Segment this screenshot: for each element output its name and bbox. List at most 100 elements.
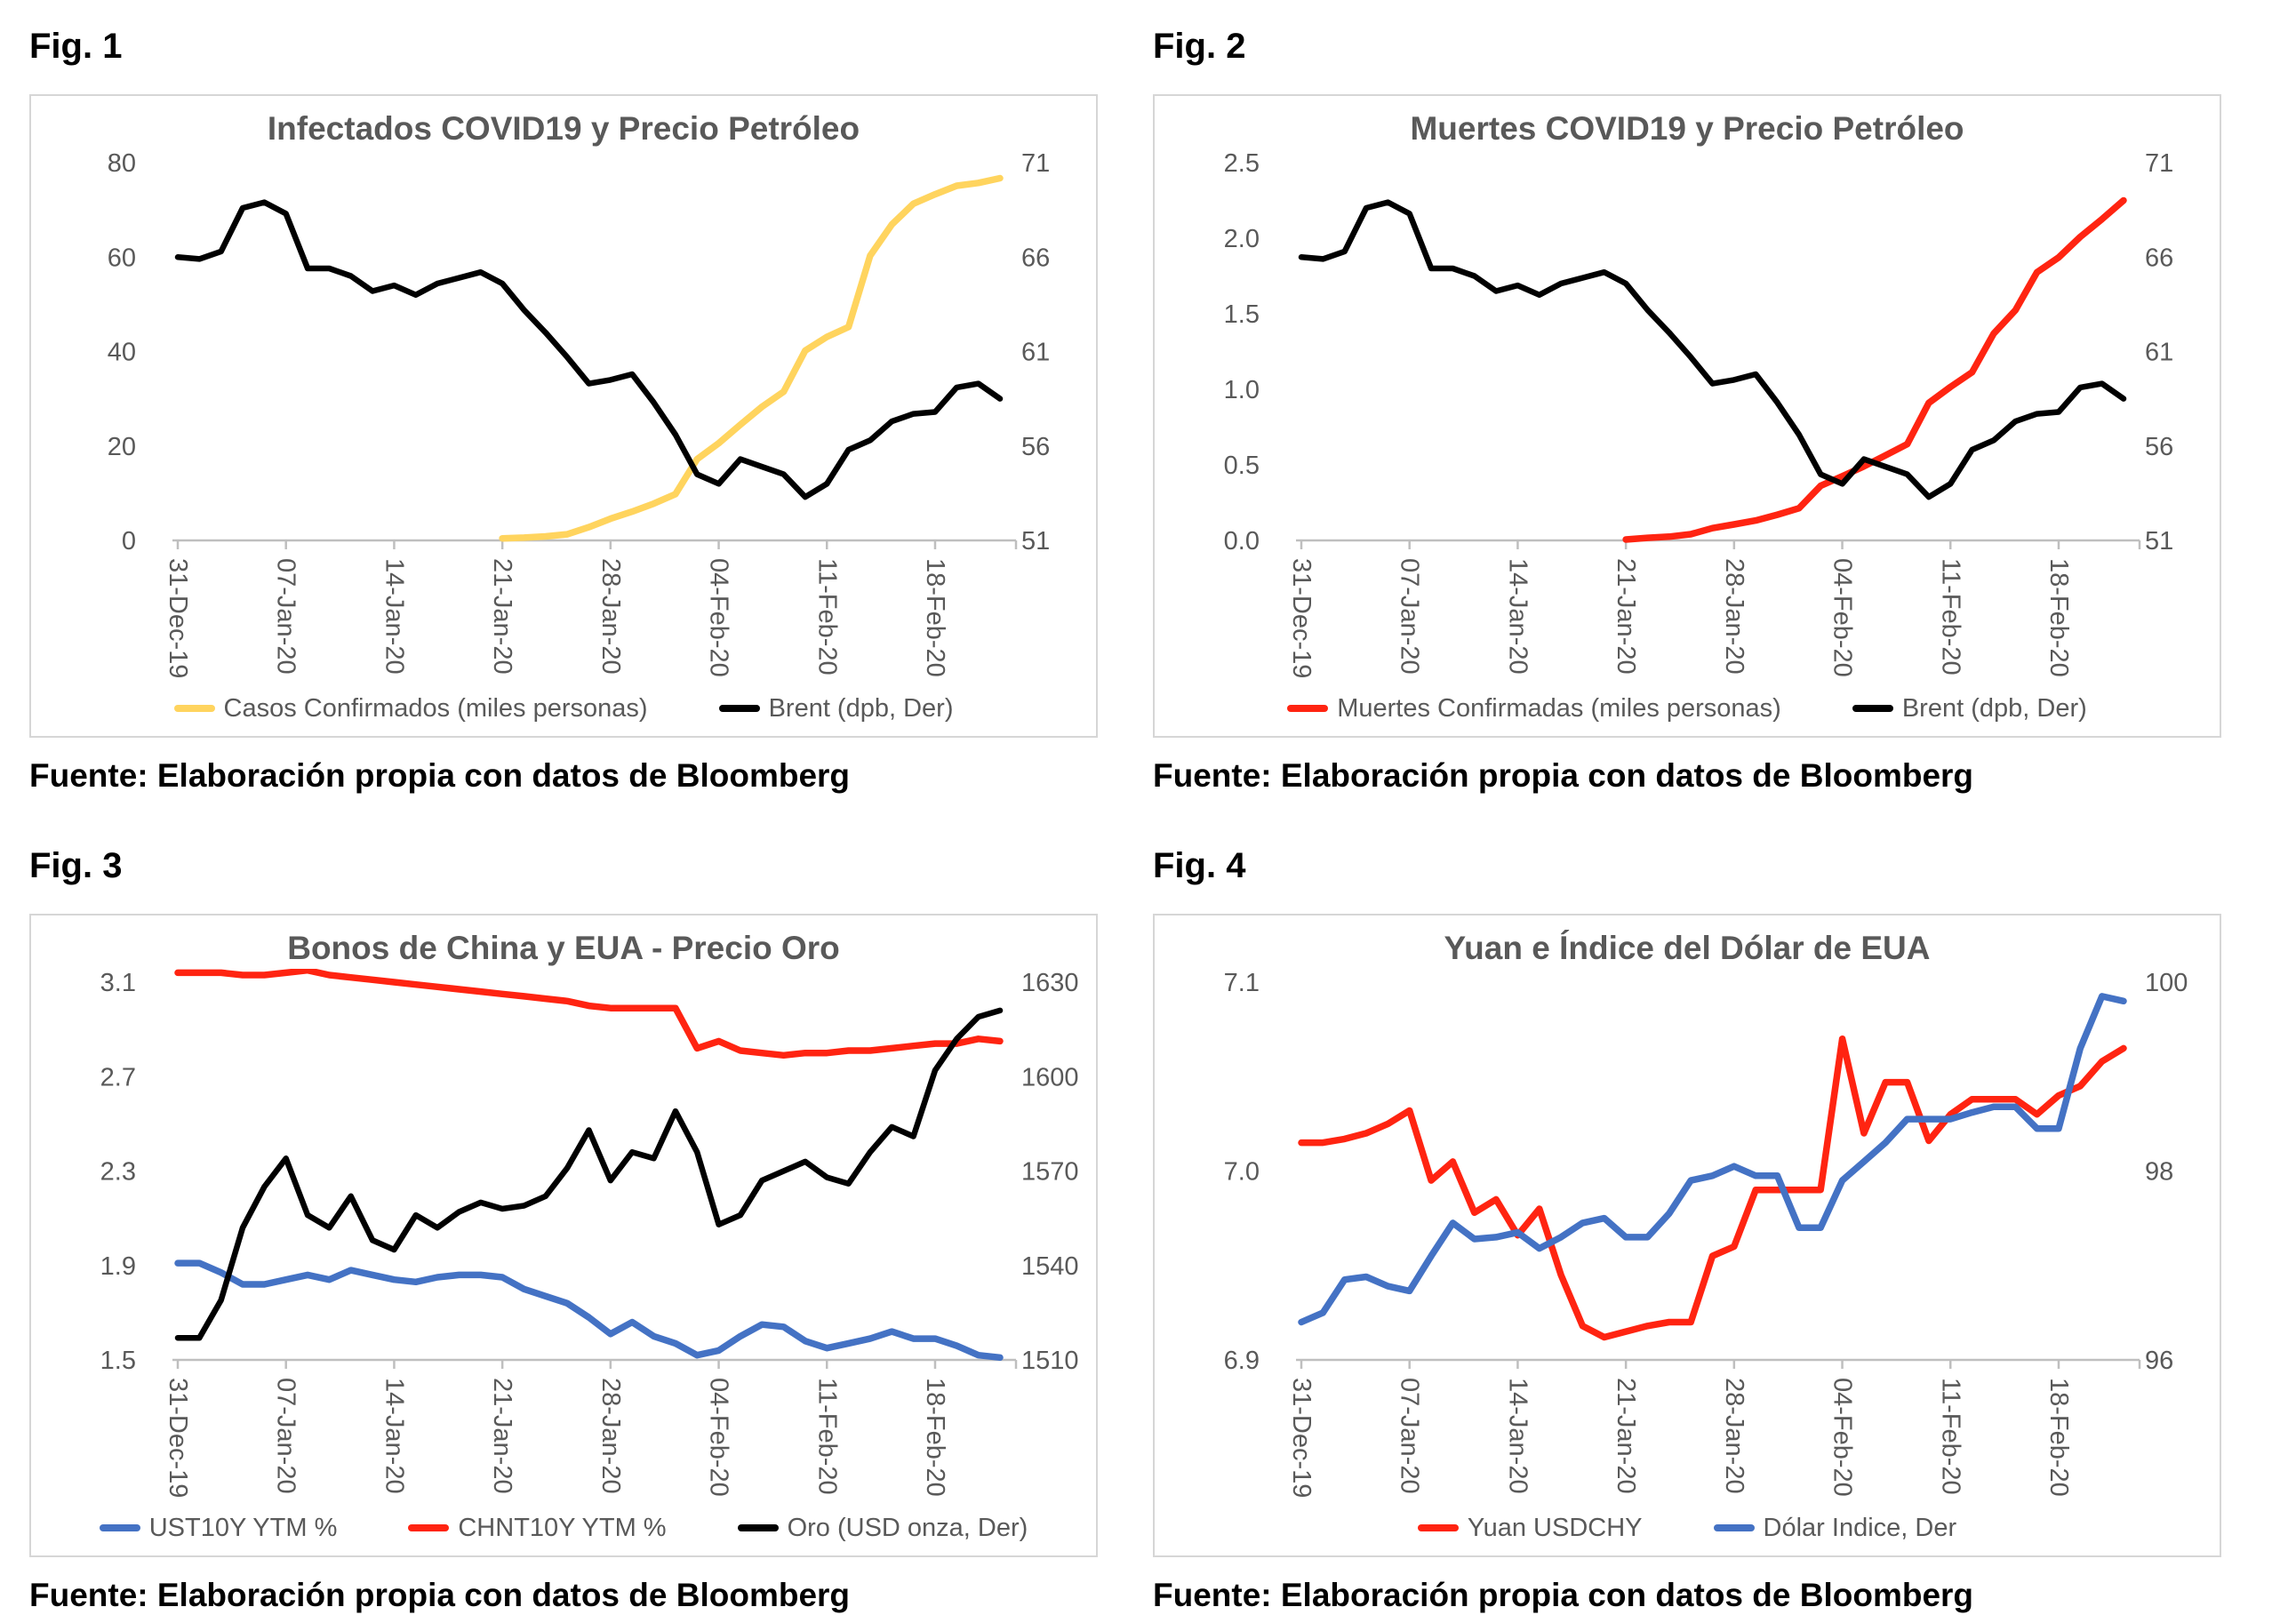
figure-2-label: Fig. 2: [1153, 27, 1246, 66]
right-axis-label: 1630: [1021, 969, 1079, 997]
x-axis-label: 04-Feb-20: [1828, 558, 1857, 677]
series-line-ust10y-ytm: [174, 1259, 1004, 1362]
x-axis-label: 21-Jan-20: [1612, 558, 1640, 675]
x-axis-label: 28-Jan-20: [1720, 1378, 1748, 1494]
right-axis-label: 66: [1021, 244, 1050, 272]
legend-label: Oro (USD onza, Der): [787, 1513, 1028, 1542]
figure-4-source-note: Fuente: Elaboración propia con datos de …: [1153, 1577, 1974, 1613]
left-axis-label: 2.5: [1224, 149, 1260, 178]
figure-2-chart-title: Muertes COVID19 y Precio Petróleo: [1410, 110, 1964, 147]
figure-2-plot-area: 0.0 0.5 1.0 1.5 2.0 2.5 51 56 61 66 71 31-Dec-19 07-…: [1224, 149, 2174, 678]
legend-line-swatch: [1852, 705, 1893, 712]
x-axis-label: 04-Feb-20: [1828, 1378, 1857, 1497]
legend-line-swatch: [1287, 705, 1329, 712]
x-axis-label: 11-Feb-20: [812, 1378, 841, 1495]
x-axis-label: 14-Jan-20: [380, 558, 408, 675]
legend-item-casos-confirmados-miles-personas: Casos Confirmados (miles personas): [173, 693, 648, 724]
figure-3-label: Fig. 3: [29, 846, 123, 885]
right-axis-label: 71: [2145, 149, 2173, 178]
figure-4-legend: Yuan USDCHY Dólar Indice, Der: [1155, 1502, 2220, 1554]
right-axis-label: 71: [1021, 149, 1050, 178]
x-axis-label: 18-Feb-20: [921, 558, 949, 677]
right-axis-label: 1540: [1021, 1252, 1079, 1281]
left-axis-label: 40: [108, 339, 136, 367]
series-line-brent-dpb-der: [174, 199, 1004, 500]
left-axis-label: 7.0: [1224, 1158, 1260, 1187]
x-axis-label: 11-Feb-20: [1936, 1378, 1964, 1495]
legend-item-brent-dpb-der: Brent (dpb, Der): [718, 694, 953, 724]
x-axis-label: 28-Jan-20: [596, 558, 625, 675]
right-axis-label: 61: [2145, 339, 2173, 367]
right-axis-label: 1510: [1021, 1347, 1079, 1375]
figure-3-source-note: Fuente: Elaboración propia con datos de …: [29, 1577, 851, 1613]
x-axis-label: 28-Jan-20: [1720, 558, 1748, 675]
legend-line-swatch: [718, 705, 760, 712]
left-axis-label: 1.0: [1224, 376, 1260, 404]
series-line-casos-confirmados-miles-personas: [499, 174, 1004, 542]
left-axis-label: 0: [122, 527, 136, 556]
legend-label: CHNT10Y YTM %: [458, 1513, 667, 1542]
right-axis-label: 51: [2145, 527, 2173, 556]
x-axis-label: 04-Feb-20: [705, 1378, 733, 1497]
x-axis-label: 07-Jan-20: [272, 558, 300, 675]
legend-item-yuan-usdchy: Yuan USDCHY: [1417, 1513, 1643, 1543]
figure-3: Fig. 3 Bonos de China y EUA - Precio Oro…: [29, 843, 1098, 1614]
figure-1-plot-area: 0 20 40 60 80 51 56 61 66 71 31-Dec-19 07-Jan-20 14-…: [108, 149, 1051, 678]
legend-label: Brent (dpb, Der): [1901, 693, 2087, 723]
left-axis-label: 3.1: [100, 969, 136, 997]
left-axis-label: 80: [108, 149, 136, 178]
left-axis-label: 0.0: [1224, 527, 1260, 556]
left-axis-label: 1.5: [100, 1347, 136, 1375]
figure-3-legend: UST10Y YTM % CHNT10Y YTM % Oro (USD onza, …: [31, 1502, 1096, 1554]
legend-line-swatch: [408, 1524, 450, 1531]
legend-label: Casos Confirmados (miles personas): [223, 693, 648, 723]
legend-line-swatch: [99, 1524, 140, 1531]
x-axis-label: 04-Feb-20: [705, 558, 733, 677]
right-axis-label: 1570: [1021, 1158, 1079, 1187]
x-axis-label: 14-Jan-20: [1503, 558, 1532, 675]
figure-1-legend: Casos Confirmados (miles personas) Brent …: [31, 683, 1096, 734]
figure-1: Fig. 1 Infectados COVID19 y Precio Petró…: [29, 23, 1098, 795]
x-axis-label: 07-Jan-20: [1396, 558, 1424, 675]
figure-1-source-note: Fuente: Elaboración propia con datos de …: [29, 757, 851, 794]
figure-2-chart-box: Muertes COVID19 y Precio Petróleo 0.0 0.5…: [1153, 94, 2221, 738]
left-axis-label: 2.0: [1224, 225, 1260, 253]
figure-1-label: Fig. 1: [29, 27, 123, 66]
x-axis-label: 31-Dec-19: [164, 558, 192, 678]
x-axis-label: 07-Jan-20: [1396, 1378, 1424, 1494]
legend-label: Yuan USDCHY: [1467, 1513, 1643, 1542]
series-line-oro-usd-onza-der: [174, 1007, 1004, 1341]
figure-3-plot-area: 1.5 1.9 2.3 2.7 3.1 1510 1540 1570 1600 1630 31-De…: [100, 969, 1079, 1498]
series-line-d-lar-indice-der: [1298, 993, 2127, 1326]
right-axis-label: 51: [1021, 527, 1050, 556]
left-axis-label: 1.9: [100, 1252, 136, 1281]
figure-3-chart-box: Bonos de China y EUA - Precio Oro 1.5 1.9…: [29, 914, 1098, 1557]
figure-2-legend: Muertes Confirmadas (miles personas) Bren…: [1155, 683, 2220, 734]
right-axis-label: 100: [2145, 969, 2188, 997]
figure-2-source-note: Fuente: Elaboración propia con datos de …: [1153, 757, 1974, 794]
legend-line-swatch: [1713, 1524, 1755, 1531]
x-axis-label: 11-Feb-20: [812, 558, 841, 676]
right-axis-label: 66: [2145, 244, 2173, 272]
figure-4-plot-area: 6.9 7.0 7.1 96 98 100 31-Dec-19 07-Jan-20 14-Jan…: [1224, 969, 2188, 1498]
figure-2: Fig. 2 Muertes COVID19 y Precio Petróleo…: [1153, 23, 2221, 795]
x-axis-label: 31-Dec-19: [164, 1378, 192, 1498]
series-line-chnt10y-ytm: [174, 969, 1004, 1059]
x-axis-label: 21-Jan-20: [488, 1378, 516, 1494]
figure-1-chart-box: Infectados COVID19 y Precio Petróleo 0 20…: [29, 94, 1098, 738]
legend-item-d-lar-indice-der: Dólar Indice, Der: [1713, 1514, 1956, 1543]
left-axis-label: 2.3: [100, 1158, 136, 1187]
x-axis-label: 18-Feb-20: [2044, 558, 2073, 677]
figure-4-chart-box: Yuan e Índice del Dólar de EUA 6.9 7.0 7.1…: [1153, 914, 2221, 1557]
series-line-yuan-usdchy: [1298, 1035, 2127, 1341]
x-axis-label: 18-Feb-20: [921, 1378, 949, 1497]
legend-item-muertes-confirmadas-miles-personas: Muertes Confirmadas (miles personas): [1287, 694, 1781, 724]
x-axis-label: 18-Feb-20: [2044, 1378, 2073, 1497]
legend-line-swatch: [1417, 1524, 1459, 1531]
left-axis-label: 6.9: [1224, 1347, 1260, 1375]
x-axis-label: 14-Jan-20: [380, 1378, 408, 1494]
figure-1-chart-title: Infectados COVID19 y Precio Petróleo: [267, 110, 860, 147]
left-axis-label: 20: [108, 433, 136, 461]
right-axis-label: 56: [1021, 433, 1050, 461]
